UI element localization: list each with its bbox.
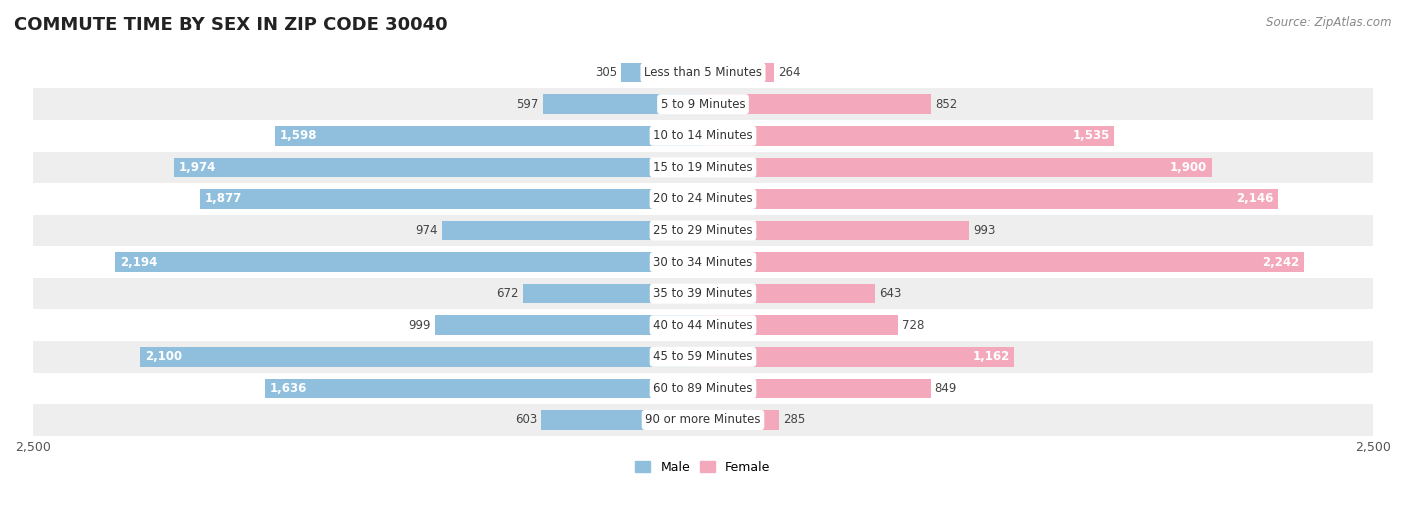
Text: 90 or more Minutes: 90 or more Minutes xyxy=(645,414,761,426)
Bar xyxy=(32,57,1374,88)
Bar xyxy=(32,372,1374,404)
Text: 597: 597 xyxy=(516,98,538,111)
Text: 2,194: 2,194 xyxy=(120,256,157,269)
Text: 20 to 24 Minutes: 20 to 24 Minutes xyxy=(654,192,752,206)
Text: COMMUTE TIME BY SEX IN ZIP CODE 30040: COMMUTE TIME BY SEX IN ZIP CODE 30040 xyxy=(14,16,447,33)
Text: 1,535: 1,535 xyxy=(1073,129,1109,142)
Text: 672: 672 xyxy=(496,287,519,300)
Text: 643: 643 xyxy=(879,287,901,300)
Bar xyxy=(32,183,1374,215)
Bar xyxy=(32,88,1374,120)
Bar xyxy=(703,157,1212,177)
Bar xyxy=(703,379,931,398)
Bar xyxy=(264,379,703,398)
Bar xyxy=(436,315,703,335)
Bar xyxy=(141,347,703,367)
Bar xyxy=(703,410,779,430)
Text: 264: 264 xyxy=(778,66,800,79)
Text: 728: 728 xyxy=(903,319,925,332)
Bar xyxy=(441,221,703,240)
Bar xyxy=(703,315,898,335)
Bar xyxy=(523,284,703,303)
Text: 993: 993 xyxy=(973,224,995,237)
Bar xyxy=(703,189,1278,209)
Text: 1,598: 1,598 xyxy=(280,129,316,142)
Bar xyxy=(703,347,1015,367)
Bar xyxy=(115,252,703,272)
Bar xyxy=(32,310,1374,341)
Text: 305: 305 xyxy=(595,66,617,79)
Text: 5 to 9 Minutes: 5 to 9 Minutes xyxy=(661,98,745,111)
Text: 60 to 89 Minutes: 60 to 89 Minutes xyxy=(654,382,752,395)
Text: 1,162: 1,162 xyxy=(973,350,1010,363)
Text: 2,146: 2,146 xyxy=(1236,192,1274,206)
Text: 1,636: 1,636 xyxy=(270,382,307,395)
Bar xyxy=(703,221,969,240)
Bar xyxy=(32,404,1374,436)
Bar xyxy=(200,189,703,209)
Text: Less than 5 Minutes: Less than 5 Minutes xyxy=(644,66,762,79)
Bar xyxy=(174,157,703,177)
Bar xyxy=(32,152,1374,183)
Text: 1,974: 1,974 xyxy=(179,161,217,174)
Text: 1,900: 1,900 xyxy=(1170,161,1208,174)
Bar xyxy=(703,284,876,303)
Bar xyxy=(274,126,703,145)
Bar xyxy=(703,63,773,83)
Text: 1,877: 1,877 xyxy=(205,192,242,206)
Bar xyxy=(32,278,1374,310)
Text: 849: 849 xyxy=(935,382,957,395)
Text: 10 to 14 Minutes: 10 to 14 Minutes xyxy=(654,129,752,142)
Text: 285: 285 xyxy=(783,414,806,426)
Legend: Male, Female: Male, Female xyxy=(630,456,776,479)
Text: 603: 603 xyxy=(515,414,537,426)
Text: 852: 852 xyxy=(935,98,957,111)
Text: 40 to 44 Minutes: 40 to 44 Minutes xyxy=(654,319,752,332)
Bar xyxy=(541,410,703,430)
Bar xyxy=(32,215,1374,246)
Text: 35 to 39 Minutes: 35 to 39 Minutes xyxy=(654,287,752,300)
Bar xyxy=(32,120,1374,152)
Text: 15 to 19 Minutes: 15 to 19 Minutes xyxy=(654,161,752,174)
Text: 2,242: 2,242 xyxy=(1261,256,1299,269)
Text: 974: 974 xyxy=(415,224,437,237)
Text: 999: 999 xyxy=(409,319,432,332)
Text: 25 to 29 Minutes: 25 to 29 Minutes xyxy=(654,224,752,237)
Bar xyxy=(703,126,1115,145)
Bar xyxy=(703,95,931,114)
Bar xyxy=(32,246,1374,278)
Text: 30 to 34 Minutes: 30 to 34 Minutes xyxy=(654,256,752,269)
Bar xyxy=(621,63,703,83)
Text: 2,100: 2,100 xyxy=(145,350,183,363)
Text: 45 to 59 Minutes: 45 to 59 Minutes xyxy=(654,350,752,363)
Bar xyxy=(543,95,703,114)
Bar xyxy=(32,341,1374,372)
Bar xyxy=(703,252,1303,272)
Text: Source: ZipAtlas.com: Source: ZipAtlas.com xyxy=(1267,16,1392,29)
